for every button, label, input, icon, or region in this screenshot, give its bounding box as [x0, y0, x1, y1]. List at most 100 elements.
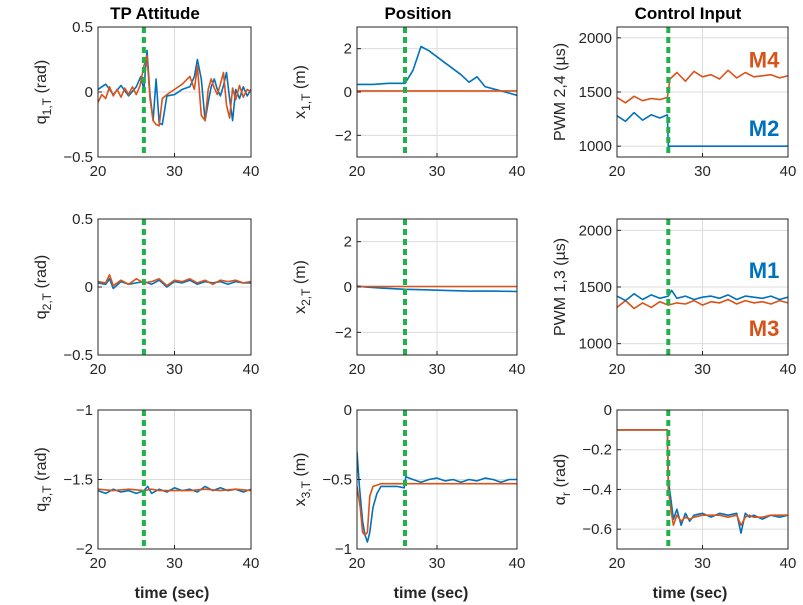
series-line-blue	[98, 277, 251, 290]
y-tick-label: −1.5	[63, 472, 93, 489]
data-layer	[617, 289, 788, 310]
x-tick-label: 40	[780, 555, 797, 572]
y-tick-label: −0.4	[582, 481, 612, 498]
data-layer	[98, 49, 251, 127]
x-tick-label: 40	[243, 361, 260, 378]
column-title-control-input: Control Input	[635, 4, 742, 23]
column-title-position: Position	[384, 4, 451, 23]
y-axis-label: x2,T (m)	[292, 260, 313, 314]
y-tick-label: 0	[344, 84, 352, 101]
y-axis-label: x1,T (m)	[292, 65, 313, 119]
series-line-blue	[357, 285, 517, 293]
series-line-blue	[617, 111, 788, 147]
y-tick-label: −1	[76, 402, 93, 419]
y-tick-label: 1000	[579, 336, 612, 353]
motor-label-m4: M4	[749, 48, 780, 73]
xlabel-col2: time (sec)	[394, 585, 469, 602]
x-tick-label: 20	[90, 555, 107, 572]
y-tick-label: −0.5	[63, 347, 93, 364]
panels: 20 30 40 −0.5 0 0.5 q1,T (rad) 20 30 40 −2 0 2 x1,T (…	[33, 19, 796, 572]
panel-pwm24: 20 30 40 1000 1500 2000 PWM 2,4 (µs) M4 M2	[552, 26, 797, 180]
y-tick-label: −0.5	[322, 472, 352, 489]
y-tick-label: −2	[76, 541, 93, 558]
column-title-attitude: TP Attitude	[110, 4, 200, 23]
x-tick-label: 40	[243, 555, 260, 572]
y-tick-label: 1000	[579, 138, 612, 155]
series-line-orange	[98, 54, 251, 127]
motor-label-m3: M3	[749, 316, 780, 341]
x-tick-label: 20	[609, 555, 626, 572]
panel-x1: 20 30 40 −2 0 2 x1,T (m)	[292, 26, 526, 180]
y-axis-label: αr (rad)	[552, 454, 573, 505]
data-layer	[357, 45, 517, 97]
series-line-orange	[357, 482, 517, 536]
y-tick-label: 2	[344, 234, 352, 251]
x-tick-label: 40	[243, 163, 260, 180]
data-layer	[98, 273, 251, 290]
series-line-orange	[617, 69, 788, 104]
x-tick-label: 30	[429, 361, 446, 378]
y-tick-label: 2000	[579, 30, 612, 47]
x-tick-label: 30	[166, 361, 183, 378]
x-tick-label: 20	[349, 163, 366, 180]
xlabel-col3: time (sec)	[653, 585, 728, 602]
y-tick-label: 0	[85, 84, 93, 101]
y-tick-label: 0	[85, 279, 93, 296]
x-tick-label: 20	[90, 361, 107, 378]
y-tick-label: −0.6	[582, 521, 612, 538]
panel-alpha: 20 30 40 −0.6 −0.4 −0.2 0 αr (rad)	[552, 402, 796, 572]
y-tick-label: 0.5	[72, 19, 93, 36]
y-axis-label: PWM 2,4 (µs)	[552, 43, 569, 141]
series-line-blue	[357, 45, 517, 97]
data-layer	[617, 69, 788, 147]
y-axis-label: q3,T (rad)	[33, 447, 54, 511]
y-tick-label: −0.5	[63, 149, 93, 166]
xlabel-col1: time (sec)	[135, 585, 210, 602]
y-tick-label: 0	[344, 279, 352, 296]
y-tick-label: 1500	[579, 279, 612, 296]
y-axis-label: q1,T (rad)	[33, 60, 54, 124]
series-line-orange	[617, 429, 788, 527]
x-tick-label: 30	[166, 555, 183, 572]
series-line-orange	[98, 488, 251, 492]
x-tick-label: 30	[429, 555, 446, 572]
series-line-orange	[98, 273, 251, 287]
x-tick-label: 20	[90, 163, 107, 180]
motor-label-m1: M1	[749, 258, 780, 283]
x-tick-label: 20	[609, 163, 626, 180]
y-tick-label: 0.5	[72, 211, 93, 228]
y-tick-label: −0.2	[582, 442, 612, 459]
y-tick-label: −2	[335, 127, 352, 144]
y-tick-label: 0	[344, 402, 352, 419]
x-tick-label: 30	[694, 555, 711, 572]
panel-q3: 20 30 40 −2 −1.5 −1 q3,T (rad)	[33, 402, 259, 572]
motor-label-m2: M2	[749, 116, 780, 141]
y-tick-label: 0	[604, 402, 612, 419]
y-tick-label: −2	[335, 324, 352, 341]
data-layer	[98, 485, 251, 495]
y-tick-label: 1500	[579, 84, 612, 101]
series-line-blue	[617, 289, 788, 302]
x-tick-label: 30	[166, 163, 183, 180]
y-axis-label: x3,T (m)	[292, 453, 313, 507]
series-line-orange	[617, 298, 788, 310]
x-tick-label: 40	[780, 163, 797, 180]
data-layer	[617, 429, 788, 534]
data-layer	[357, 451, 517, 543]
y-axis-label: q2,T (rad)	[33, 255, 54, 319]
y-axis-label: PWM 1,3 (µs)	[552, 238, 569, 336]
x-tick-label: 20	[349, 555, 366, 572]
x-tick-label: 20	[349, 361, 366, 378]
panel-q1: 20 30 40 −0.5 0 0.5 q1,T (rad)	[33, 19, 259, 180]
x-tick-label: 40	[509, 361, 526, 378]
x-tick-label: 30	[429, 163, 446, 180]
x-tick-label: 20	[609, 361, 626, 378]
panel-q2: 20 30 40 −0.5 0 0.5 q2,T (rad)	[33, 211, 259, 378]
data-layer	[357, 285, 517, 293]
x-tick-label: 30	[694, 163, 711, 180]
panel-x2: 20 30 40 −2 0 2 x2,T (m)	[292, 218, 526, 378]
panel-pwm13: 20 30 40 1000 1500 2000 PWM 1,3 (µs) M1 M3	[552, 218, 796, 378]
x-tick-label: 40	[509, 163, 526, 180]
x-tick-label: 30	[694, 361, 711, 378]
